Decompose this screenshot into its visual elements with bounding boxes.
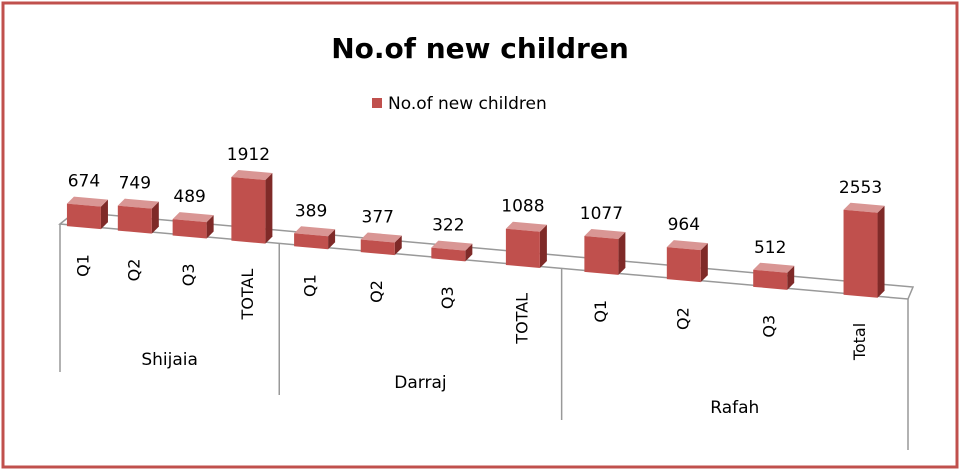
bar bbox=[753, 269, 788, 290]
legend-label: No.of new children bbox=[388, 94, 547, 114]
group-label: Rafah bbox=[710, 398, 759, 418]
bar-top bbox=[172, 212, 214, 223]
bar-top bbox=[66, 196, 108, 207]
x-tick-label: TOTAL bbox=[512, 293, 531, 345]
data-label: 749 bbox=[119, 174, 151, 194]
x-tick-label: Q1 bbox=[301, 274, 320, 297]
bar bbox=[294, 233, 329, 250]
bar-side bbox=[265, 173, 273, 244]
bar-side bbox=[151, 201, 159, 234]
bar bbox=[843, 209, 878, 298]
x-tick-label: Q1 bbox=[73, 254, 92, 277]
bar-top bbox=[431, 240, 473, 251]
legend-swatch bbox=[372, 98, 382, 108]
data-label: 377 bbox=[362, 208, 394, 228]
data-label: 512 bbox=[754, 238, 786, 258]
bar bbox=[666, 247, 701, 283]
bar-top bbox=[231, 170, 273, 181]
bar-side bbox=[100, 199, 108, 230]
data-label: 489 bbox=[173, 187, 205, 207]
bar-top bbox=[584, 229, 626, 240]
data-label: 1912 bbox=[227, 145, 270, 165]
bar-top bbox=[117, 198, 159, 209]
bar bbox=[172, 219, 207, 239]
group-label: Darraj bbox=[394, 373, 446, 393]
bar-side bbox=[700, 243, 708, 283]
bar bbox=[360, 239, 395, 256]
data-label: 1077 bbox=[580, 204, 623, 224]
bar-top bbox=[753, 262, 795, 273]
bar-top bbox=[505, 221, 547, 232]
bar bbox=[117, 205, 152, 234]
bar-side bbox=[394, 235, 402, 256]
bar bbox=[505, 228, 540, 268]
chart-title: No.of new children bbox=[331, 32, 629, 65]
x-tick-label: Q3 bbox=[760, 315, 779, 338]
bar bbox=[431, 247, 466, 262]
x-tick-label: Total bbox=[850, 323, 869, 361]
x-tick-label: Q2 bbox=[367, 280, 386, 303]
data-label: 2553 bbox=[839, 178, 882, 198]
group-label: Shijaia bbox=[141, 350, 198, 370]
bar-side bbox=[465, 243, 473, 262]
bar bbox=[66, 203, 101, 230]
data-label: 674 bbox=[68, 172, 100, 192]
x-tick-label: Q1 bbox=[591, 300, 610, 323]
bar bbox=[584, 236, 619, 275]
bar-side bbox=[206, 215, 214, 239]
bar-top bbox=[294, 226, 336, 237]
bar-top bbox=[843, 202, 885, 213]
bar-top bbox=[360, 232, 402, 243]
bar-side bbox=[618, 232, 626, 275]
x-tick-label: Q2 bbox=[673, 307, 692, 330]
data-label: 389 bbox=[295, 201, 327, 221]
x-tick-label: Q3 bbox=[438, 286, 457, 309]
bar bbox=[231, 177, 266, 244]
data-label: 322 bbox=[432, 216, 464, 236]
data-label: 1088 bbox=[501, 197, 544, 217]
data-label: 964 bbox=[668, 215, 700, 235]
bar-side bbox=[877, 205, 885, 298]
bar-side bbox=[539, 224, 547, 268]
bar-top bbox=[666, 240, 708, 251]
bar-side bbox=[328, 229, 336, 250]
bar-side bbox=[787, 265, 795, 290]
x-tick-label: Q2 bbox=[124, 259, 143, 282]
x-tick-label: Q3 bbox=[179, 263, 198, 286]
x-tick-label: TOTAL bbox=[238, 269, 257, 321]
